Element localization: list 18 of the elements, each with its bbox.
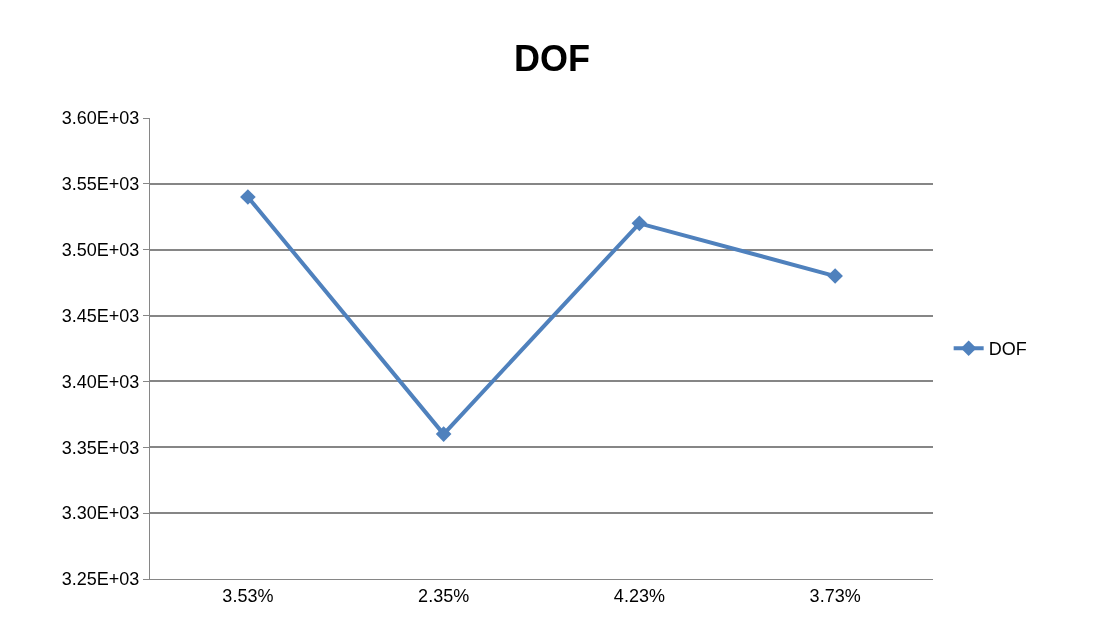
x-tick-label: 3.53% <box>222 585 274 606</box>
point <box>435 426 452 442</box>
point <box>631 215 648 232</box>
y-tick-label: 3.45E+03 <box>61 305 140 326</box>
y-tick-label: 3.25E+03 <box>61 569 140 590</box>
y-tick-label: 3.30E+03 <box>61 503 140 524</box>
legend-label: DOF <box>988 339 1027 360</box>
y-tick-label: 3.50E+03 <box>61 240 140 261</box>
point <box>240 189 256 205</box>
y-tick-label: 3.35E+03 <box>61 437 140 458</box>
x-tick-label: 3.73% <box>809 585 861 606</box>
x-tick-label: 2.35% <box>418 585 470 606</box>
chart-title: DOF <box>514 37 590 79</box>
point <box>827 268 843 284</box>
x-tick-label: 4.23% <box>613 585 665 606</box>
y-tick-label: 3.60E+03 <box>61 108 140 129</box>
y-tick-label: 3.40E+03 <box>61 371 140 392</box>
y-tick-label: 3.55E+03 <box>61 174 140 195</box>
